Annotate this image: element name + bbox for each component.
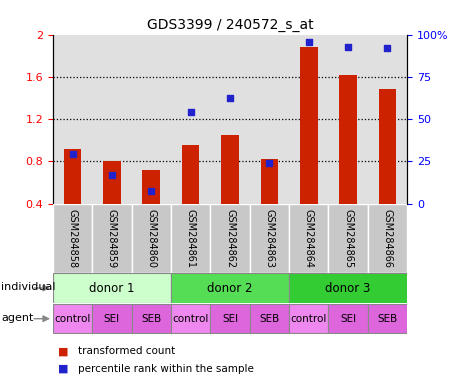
Bar <box>131 35 171 204</box>
Point <box>344 44 351 50</box>
Text: control: control <box>54 314 90 324</box>
Text: donor 3: donor 3 <box>325 281 370 295</box>
Text: SEB: SEB <box>259 314 279 324</box>
FancyBboxPatch shape <box>53 204 92 273</box>
FancyBboxPatch shape <box>367 304 406 333</box>
Bar <box>210 35 249 204</box>
FancyBboxPatch shape <box>92 204 131 273</box>
Bar <box>221 135 238 204</box>
Text: donor 2: donor 2 <box>207 281 252 295</box>
FancyBboxPatch shape <box>249 304 288 333</box>
Bar <box>299 47 317 204</box>
FancyBboxPatch shape <box>288 304 328 333</box>
Title: GDS3399 / 240572_s_at: GDS3399 / 240572_s_at <box>146 18 313 32</box>
FancyBboxPatch shape <box>131 204 171 273</box>
Text: SEI: SEI <box>104 314 120 324</box>
Text: GSM284865: GSM284865 <box>342 209 353 268</box>
FancyBboxPatch shape <box>328 304 367 333</box>
Bar <box>64 149 81 204</box>
Text: GSM284859: GSM284859 <box>106 209 117 268</box>
FancyBboxPatch shape <box>131 304 171 333</box>
Bar <box>142 170 160 204</box>
Bar <box>260 159 278 204</box>
Text: percentile rank within the sample: percentile rank within the sample <box>78 364 253 374</box>
Text: control: control <box>172 314 208 324</box>
Text: GSM284858: GSM284858 <box>67 209 78 268</box>
Bar <box>328 35 367 204</box>
Bar <box>288 35 328 204</box>
Bar <box>53 35 92 204</box>
FancyBboxPatch shape <box>171 204 210 273</box>
Bar <box>338 75 356 204</box>
Point <box>147 188 155 194</box>
Bar <box>171 35 210 204</box>
Text: individual: individual <box>1 282 55 292</box>
Text: GSM284861: GSM284861 <box>185 209 195 268</box>
Point <box>186 109 194 115</box>
Bar <box>378 89 395 204</box>
Bar <box>181 146 199 204</box>
Text: GSM284864: GSM284864 <box>303 209 313 268</box>
Text: control: control <box>290 314 326 324</box>
Text: SEI: SEI <box>221 314 238 324</box>
Text: GSM284860: GSM284860 <box>146 209 156 268</box>
Text: GSM284866: GSM284866 <box>381 209 392 268</box>
Text: ■: ■ <box>57 364 68 374</box>
FancyBboxPatch shape <box>367 204 406 273</box>
Bar <box>249 35 288 204</box>
FancyBboxPatch shape <box>210 304 249 333</box>
FancyBboxPatch shape <box>53 304 92 333</box>
Text: agent: agent <box>1 313 33 323</box>
FancyBboxPatch shape <box>210 204 249 273</box>
Text: transformed count: transformed count <box>78 346 175 356</box>
Text: SEB: SEB <box>141 314 161 324</box>
Text: ■: ■ <box>57 346 68 356</box>
Bar <box>367 35 406 204</box>
Point <box>69 151 76 157</box>
Point <box>304 39 312 45</box>
FancyBboxPatch shape <box>53 273 171 303</box>
Point <box>226 95 233 101</box>
Point <box>265 161 273 167</box>
Text: GSM284862: GSM284862 <box>224 209 235 268</box>
FancyBboxPatch shape <box>92 304 131 333</box>
Bar <box>103 161 121 204</box>
Text: SEI: SEI <box>339 314 355 324</box>
FancyBboxPatch shape <box>328 204 367 273</box>
FancyBboxPatch shape <box>171 304 210 333</box>
Bar <box>92 35 131 204</box>
Text: SEB: SEB <box>376 314 397 324</box>
Text: GSM284863: GSM284863 <box>264 209 274 268</box>
FancyBboxPatch shape <box>288 273 406 303</box>
Point <box>108 172 115 178</box>
FancyBboxPatch shape <box>171 273 288 303</box>
Text: donor 1: donor 1 <box>89 281 134 295</box>
FancyBboxPatch shape <box>249 204 288 273</box>
FancyBboxPatch shape <box>288 204 328 273</box>
Point <box>383 45 390 51</box>
